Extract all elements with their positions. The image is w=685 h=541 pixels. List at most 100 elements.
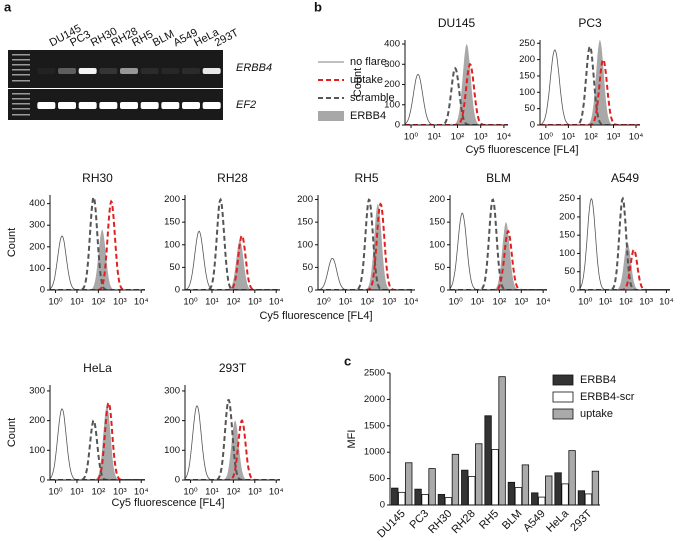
- y-tick-label: 200: [29, 415, 45, 426]
- x-tick-label: 10¹: [70, 487, 84, 498]
- density-line: [185, 234, 280, 290]
- x-tick-label: 10⁴: [497, 132, 512, 143]
- y-tick-label: 100: [164, 445, 180, 456]
- x-tick-label: 10⁴: [404, 297, 419, 308]
- gel-band: [182, 102, 200, 109]
- y-tick-label: 150: [519, 70, 535, 81]
- gel-band: [161, 68, 180, 74]
- x-tick-label: 10⁴: [134, 297, 149, 308]
- bar: [414, 488, 422, 506]
- bar: [577, 490, 586, 506]
- bar: [584, 493, 593, 506]
- y-tick-label: 200: [559, 211, 575, 222]
- x-axis-label: Cy5 fluorescence [FL4]: [465, 144, 578, 156]
- x-tick-label: 10⁴: [536, 297, 551, 308]
- x-tick-label: RH28: [449, 508, 477, 536]
- x-tick-label: 10²: [361, 297, 375, 308]
- density-fill: [540, 40, 640, 125]
- bar: [514, 487, 523, 506]
- density-fill: [50, 229, 145, 290]
- bar: [451, 453, 460, 506]
- bar: [405, 462, 413, 506]
- x-tick-label: 10¹: [339, 297, 353, 308]
- chart-title: HeLa: [83, 361, 112, 375]
- x-tick-label: 10⁰: [316, 297, 331, 308]
- bar: [538, 496, 546, 506]
- ladder: [12, 54, 30, 116]
- x-tick-label: DU145: [375, 508, 408, 541]
- density-line: [405, 73, 508, 125]
- x-tick-label: RH5: [477, 508, 501, 532]
- y-axis-label: Count: [6, 228, 18, 257]
- legend-swatch: [552, 374, 574, 386]
- bar: [484, 415, 492, 506]
- bar: [491, 449, 499, 506]
- x-tick-label: 10⁴: [269, 297, 284, 308]
- y-tick-label: 100: [429, 239, 445, 250]
- y-tick-label: 0: [380, 500, 385, 511]
- y-tick-label: 1500: [364, 420, 385, 431]
- y-tick-label: 1000: [364, 447, 385, 458]
- bar: [507, 481, 516, 506]
- y-tick-label: 100: [297, 239, 313, 250]
- x-tick-label: 10⁴: [134, 487, 149, 498]
- y-tick-label: 300: [164, 385, 180, 396]
- x-tick-label: 10¹: [427, 132, 441, 143]
- legend-label: ERBB4-scr: [580, 391, 635, 403]
- bar: [545, 475, 553, 506]
- legend-label: no flare: [350, 56, 387, 68]
- chart-title: 293T: [219, 361, 247, 375]
- chart-title: BLM: [486, 171, 511, 185]
- x-tick-label: 10⁰: [48, 487, 63, 498]
- y-tick-label: 300: [29, 220, 45, 231]
- x-tick-label: 10²: [451, 132, 465, 143]
- bar: [561, 483, 569, 506]
- legend-label: scramble: [350, 92, 395, 104]
- y-tick-label: 150: [164, 217, 180, 228]
- x-tick-label: 10²: [92, 487, 106, 498]
- y-tick-label: 250: [559, 193, 575, 204]
- x-tick-label: 10⁰: [404, 132, 419, 143]
- gel-band: [140, 68, 159, 74]
- y-tick-label: 200: [164, 415, 180, 426]
- x-tick-label: BLM: [500, 508, 524, 532]
- gel-band: [58, 102, 76, 109]
- y-tick-label: 400: [384, 39, 400, 50]
- density-line: [318, 198, 415, 290]
- x-tick-label: 10²: [619, 297, 633, 308]
- x-tick-label: 10⁴: [269, 487, 284, 498]
- x-tick-label: 10³: [382, 297, 396, 308]
- y-tick-label: 150: [559, 230, 575, 241]
- legend-label: ERBB4: [350, 110, 386, 122]
- density-fill: [580, 242, 670, 290]
- x-tick-label: RH30: [426, 508, 454, 536]
- y-tick-label: 50: [434, 262, 445, 273]
- bar: [531, 492, 539, 506]
- y-tick-label: 50: [169, 262, 180, 273]
- x-tick-label: 10³: [113, 297, 127, 308]
- y-tick-label: 50: [564, 266, 575, 277]
- x-tick-label: 10³: [248, 297, 262, 308]
- density-fill: [185, 420, 280, 480]
- y-tick-label: 0: [40, 475, 45, 486]
- bar: [591, 470, 600, 506]
- chart-title: PC3: [578, 16, 602, 30]
- density-line: [50, 419, 145, 480]
- density-line: [318, 257, 415, 290]
- gel-band: [120, 102, 138, 109]
- y-axis-label: MFI: [346, 430, 358, 449]
- y-tick-label: 100: [164, 239, 180, 250]
- y-tick-label: 0: [395, 120, 400, 131]
- y-tick-label: 150: [297, 217, 313, 228]
- panel-label: c: [344, 353, 351, 368]
- x-tick-label: 10⁴: [659, 297, 674, 308]
- x-tick-label: 10⁰: [183, 487, 198, 498]
- bar: [554, 472, 562, 506]
- x-tick-label: 10²: [584, 132, 598, 143]
- gel-band: [182, 68, 200, 74]
- gel-band: [161, 102, 180, 109]
- y-tick-label: 0: [308, 285, 313, 296]
- y-tick-label: 2000: [364, 394, 385, 405]
- x-tick-label: 10³: [514, 297, 528, 308]
- density-line: [580, 198, 670, 290]
